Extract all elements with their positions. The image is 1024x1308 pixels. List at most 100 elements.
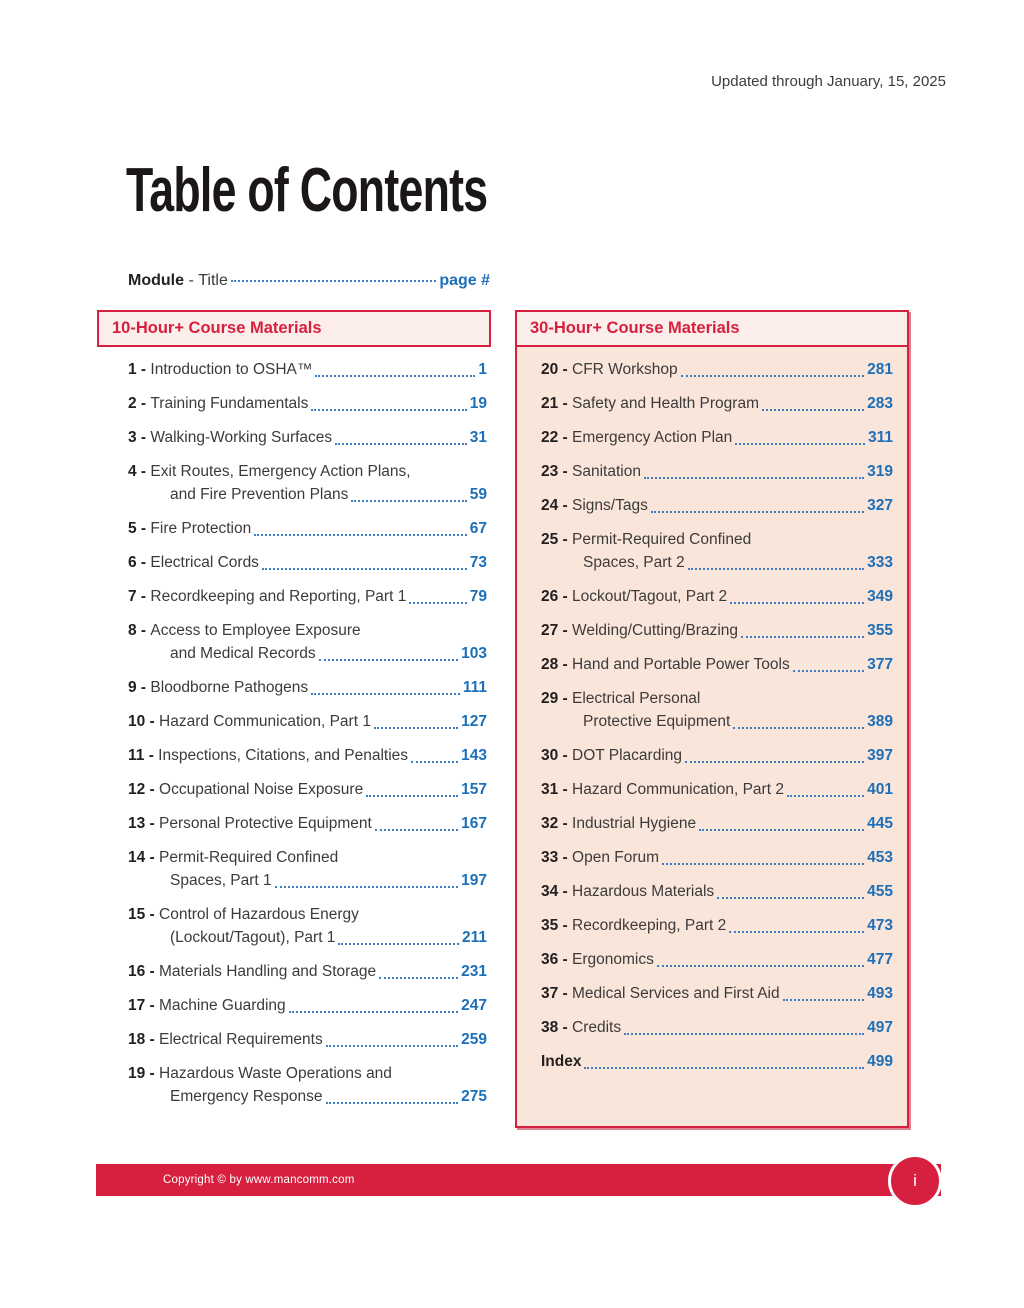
dot-leader	[335, 926, 462, 949]
entry-title: Inspections, Citations, and Penalties	[158, 747, 409, 764]
toc-entry-line: 28 - Hand and Portable Power Tools 377	[541, 653, 893, 676]
entry-page: 73	[469, 554, 487, 571]
entry-page: 79	[469, 588, 487, 605]
toc-entry: 3 - Walking-Working Surfaces 31	[128, 426, 487, 449]
toc-entry-line: 27 - Welding/Cutting/Brazing 355	[541, 619, 893, 642]
toc-entry: 15 - Control of Hazardous Energy (Lockout…	[128, 903, 487, 949]
toc-entry-line: 36 - Ergonomics 477	[541, 948, 893, 971]
entry-number: 7 -	[128, 588, 151, 605]
toc-entry-line: 30 - DOT Placarding 397	[541, 744, 893, 767]
dot-leader	[308, 392, 469, 415]
entry-number: 16 -	[128, 963, 160, 980]
entry-page: 259	[461, 1031, 487, 1048]
toc-entry-line: 19 - Hazardous Waste Operations and	[128, 1062, 487, 1085]
dot-leader	[363, 778, 461, 801]
dot-leader	[738, 619, 867, 642]
toc-entry-line: 23 - Sanitation 319	[541, 460, 893, 483]
entry-number: 30 -	[541, 747, 573, 764]
entry-title: Index	[541, 1053, 582, 1070]
entry-title: Machine Guarding	[159, 997, 286, 1014]
toc-entry: 21 - Safety and Health Program 283	[541, 392, 893, 415]
column-30-hour: 30-Hour+ Course Materials 20 - CFR Works…	[515, 310, 909, 1128]
entry-title: Protective Equipment	[583, 713, 731, 730]
entry-page: 275	[461, 1088, 487, 1105]
toc-entry: 26 - Lockout/Tagout, Part 2 349	[541, 585, 893, 608]
entry-title: Exit Routes, Emergency Action Plans,	[150, 463, 411, 480]
column-items-30-hour: 20 - CFR Workshop 281 21 - Safety and Heal…	[517, 347, 907, 1073]
entry-number: 19 -	[128, 1065, 160, 1082]
entry-number: 23 -	[541, 463, 573, 480]
entry-page: 283	[867, 395, 893, 412]
entry-page: 445	[867, 815, 893, 832]
entry-page: 59	[469, 486, 487, 503]
entry-page: 455	[867, 883, 893, 900]
dot-leader	[348, 483, 469, 506]
toc-entry-line: Emergency Response 275	[128, 1085, 487, 1108]
entry-page: 103	[461, 645, 487, 662]
dot-leader	[678, 358, 867, 381]
toc-entry-line: 8 - Access to Employee Exposure	[128, 619, 487, 642]
dot-leader	[759, 392, 867, 415]
toc-entry-line: 26 - Lockout/Tagout, Part 2 349	[541, 585, 893, 608]
entry-page: 67	[469, 520, 487, 537]
toc-entry-line: 34 - Hazardous Materials 455	[541, 880, 893, 903]
entry-page: 493	[867, 985, 893, 1002]
entry-title: Occupational Noise Exposure	[159, 781, 364, 798]
toc-entry: 2 - Training Fundamentals 19	[128, 392, 487, 415]
entry-title: Spaces, Part 1	[170, 872, 272, 889]
toc-entry-line: 3 - Walking-Working Surfaces 31	[128, 426, 487, 449]
toc-entry-line: 4 - Exit Routes, Emergency Action Plans,	[128, 460, 487, 483]
dot-leader	[286, 994, 461, 1017]
entry-title: and Fire Prevention Plans	[170, 486, 349, 503]
entry-title: Hazard Communication, Part 1	[159, 713, 371, 730]
toc-entry-line: Index 499	[541, 1050, 893, 1073]
dot-leader	[659, 846, 867, 869]
column-10-hour: 10-Hour+ Course Materials 1 - Introducti…	[97, 310, 491, 1119]
entry-title: Recordkeeping, Part 2	[572, 917, 727, 934]
legend-title-label: Title	[198, 272, 228, 289]
toc-entry-line: 1 - Introduction to OSHA™ 1	[128, 358, 487, 381]
toc-entry: 32 - Industrial Hygiene 445	[541, 812, 893, 835]
entry-title: Ergonomics	[572, 951, 654, 968]
entry-title: Fire Protection	[150, 520, 252, 537]
toc-entry: 6 - Electrical Cords 73	[128, 551, 487, 574]
dot-leader	[312, 358, 478, 381]
toc-entry-line: 11 - Inspections, Citations, and Penalti…	[128, 744, 487, 767]
toc-entry: 12 - Occupational Noise Exposure 157	[128, 778, 487, 801]
entry-page: 281	[867, 361, 893, 378]
entry-number: 36 -	[541, 951, 573, 968]
footer-bar: Copyright © by www.mancomm.com	[96, 1164, 941, 1196]
entry-page: 327	[867, 497, 893, 514]
entry-page: 19	[469, 395, 487, 412]
entry-number: 31 -	[541, 781, 573, 798]
toc-entry: 33 - Open Forum 453	[541, 846, 893, 869]
toc-entry-line: 24 - Signs/Tags 327	[541, 494, 893, 517]
page-title: Table of Contents	[126, 156, 488, 225]
legend-page-label: page #	[439, 272, 490, 289]
entry-number: 1 -	[128, 361, 151, 378]
toc-entry-line: 22 - Emergency Action Plan 311	[541, 426, 893, 449]
legend-module-label: Module	[128, 272, 184, 289]
toc-entry: 31 - Hazard Communication, Part 2 401	[541, 778, 893, 801]
toc-entry-line: 6 - Electrical Cords 73	[128, 551, 487, 574]
entry-number: 2 -	[128, 395, 151, 412]
toc-entry-line: 38 - Credits 497	[541, 1016, 893, 1039]
toc-entry-line: 17 - Machine Guarding 247	[128, 994, 487, 1017]
entry-title: Bloodborne Pathogens	[150, 679, 309, 696]
toc-entry-line: 21 - Safety and Health Program 283	[541, 392, 893, 415]
toc-entry: 8 - Access to Employee Exposure and Medic…	[128, 619, 487, 665]
toc-entry-line: 37 - Medical Services and First Aid 493	[541, 982, 893, 1005]
dot-leader	[323, 1085, 462, 1108]
entry-title: Electrical Requirements	[159, 1031, 323, 1048]
toc-entry: 5 - Fire Protection 67	[128, 517, 487, 540]
dot-leader	[408, 744, 461, 767]
entry-page: 247	[461, 997, 487, 1014]
toc-entry-line: and Fire Prevention Plans 59	[128, 483, 487, 506]
dot-leader	[732, 426, 868, 449]
entry-page: 401	[867, 781, 893, 798]
updated-date: Updated through January, 15, 2025	[711, 73, 946, 90]
entry-number: 26 -	[541, 588, 573, 605]
toc-entry: 36 - Ergonomics 477	[541, 948, 893, 971]
dot-leader	[714, 880, 867, 903]
